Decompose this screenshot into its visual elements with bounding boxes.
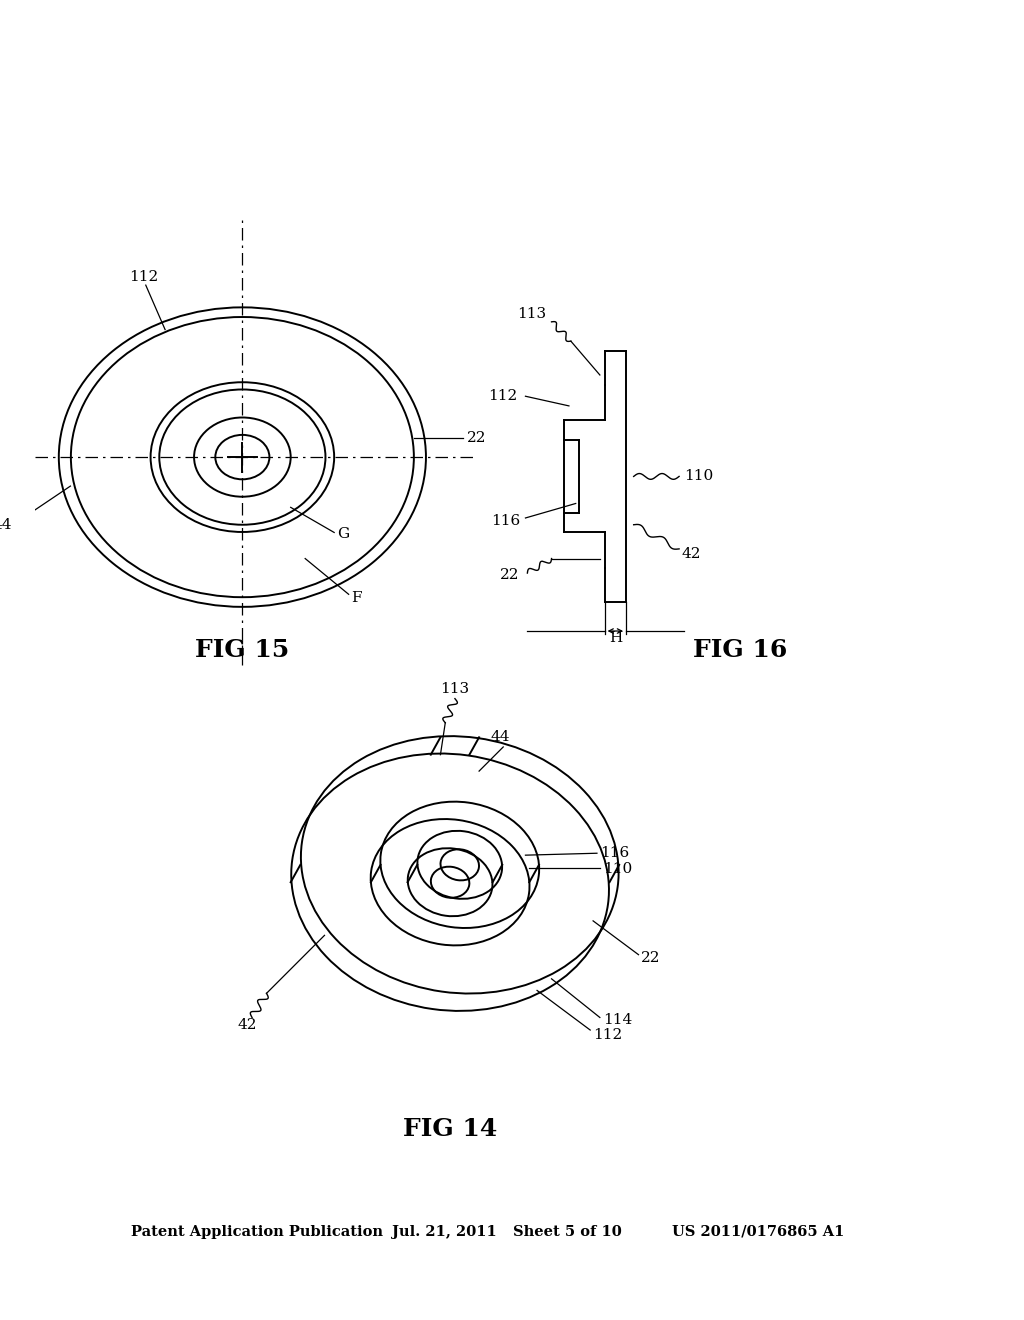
- Text: US 2011/0176865 A1: US 2011/0176865 A1: [673, 1225, 845, 1239]
- Text: 42: 42: [238, 1018, 257, 1032]
- Text: Sheet 5 of 10: Sheet 5 of 10: [513, 1225, 622, 1239]
- Text: FIG 15: FIG 15: [196, 639, 290, 663]
- Text: H: H: [608, 631, 622, 644]
- Text: Patent Application Publication: Patent Application Publication: [131, 1225, 383, 1239]
- Text: 113: 113: [440, 682, 469, 696]
- Text: Jul. 21, 2011: Jul. 21, 2011: [392, 1225, 497, 1239]
- Text: 113: 113: [517, 308, 547, 321]
- Text: 22: 22: [641, 950, 660, 965]
- Text: G: G: [337, 528, 349, 541]
- Text: 114: 114: [603, 1014, 632, 1027]
- Text: F: F: [351, 591, 362, 605]
- Text: FIG 16: FIG 16: [693, 639, 787, 663]
- Text: 22: 22: [500, 568, 519, 582]
- Text: 112: 112: [488, 389, 518, 403]
- Text: 112: 112: [593, 1028, 623, 1041]
- Text: 110: 110: [684, 470, 713, 483]
- Text: 42: 42: [682, 546, 701, 561]
- Text: FIG 14: FIG 14: [403, 1117, 498, 1140]
- Text: 44: 44: [490, 730, 510, 744]
- Text: 44: 44: [0, 517, 12, 532]
- Text: 116: 116: [600, 846, 629, 861]
- Text: 112: 112: [129, 271, 159, 284]
- Text: 22: 22: [467, 430, 486, 445]
- Text: 116: 116: [492, 513, 520, 528]
- Text: 110: 110: [603, 862, 632, 875]
